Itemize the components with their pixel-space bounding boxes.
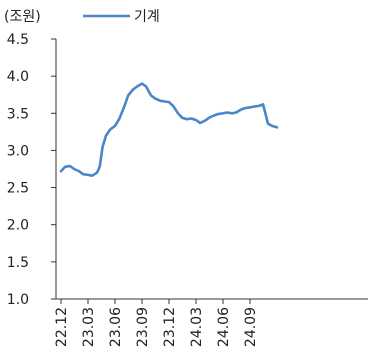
- y-unit-label: (조원): [4, 9, 41, 25]
- series-line-기계: [59, 82, 279, 177]
- x-tick-label: 23.03: [81, 307, 97, 347]
- x-tick-label: 23.09: [135, 307, 151, 347]
- x-tick-label: 23.12: [162, 307, 178, 347]
- legend-label: 기계: [134, 9, 160, 25]
- series-layer: [59, 82, 279, 177]
- y-tick-label: 2.0: [7, 218, 29, 234]
- y-tick-label: 1.0: [7, 292, 29, 308]
- y-tick-label: 4.0: [7, 69, 29, 85]
- y-tick-label: 1.5: [7, 255, 29, 271]
- x-tick-label: 24.03: [189, 307, 205, 347]
- y-tick-label: 2.5: [7, 181, 29, 197]
- y-tick-label: 4.5: [7, 32, 29, 48]
- y-axis: 4.5 4.0 3.5 3.0 2.5 2.0 1.5 1.0: [7, 32, 57, 308]
- y-tick-label: 3.0: [7, 143, 29, 159]
- legend: 기계: [83, 9, 160, 25]
- x-tick-label: 23.06: [108, 307, 124, 347]
- x-tick-label: 24.06: [216, 307, 232, 347]
- x-axis: 22.12 23.03 23.06 23.09 23.12 24.03 24.06 24.09: [54, 298, 368, 347]
- x-tick-label: 24.09: [243, 307, 259, 347]
- x-tick-label: 22.12: [54, 307, 70, 347]
- y-tick-label: 3.5: [7, 106, 29, 122]
